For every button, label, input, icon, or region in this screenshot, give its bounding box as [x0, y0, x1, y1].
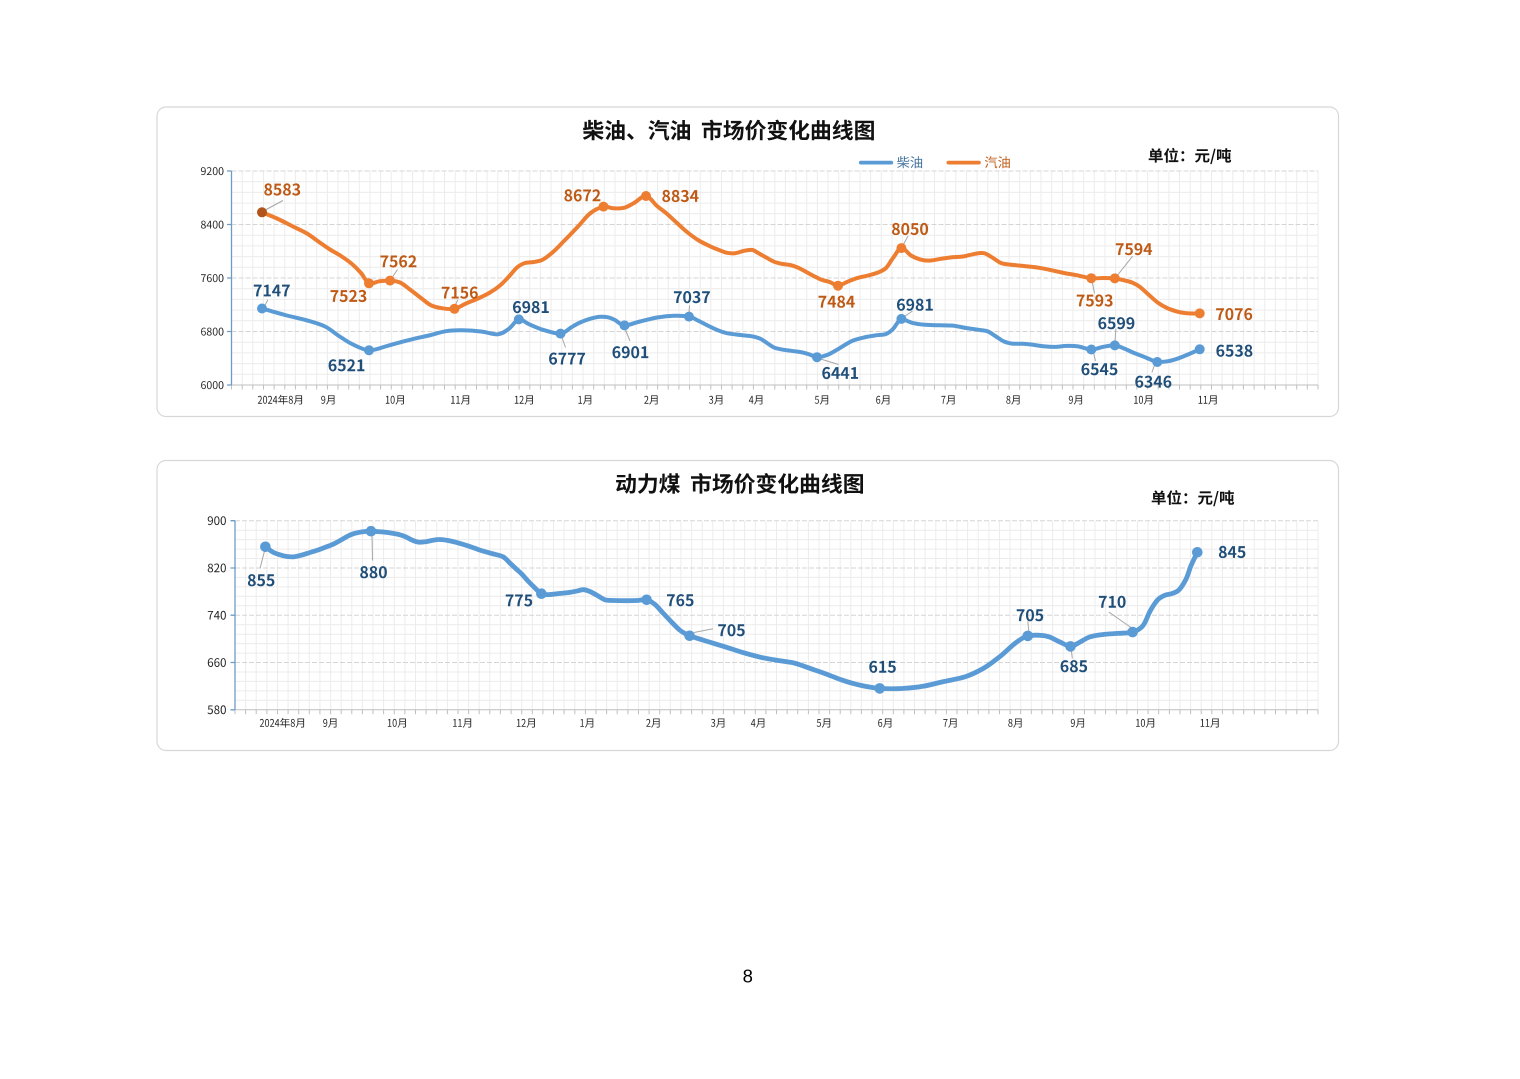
svg-text:8: 8 — [743, 966, 753, 987]
